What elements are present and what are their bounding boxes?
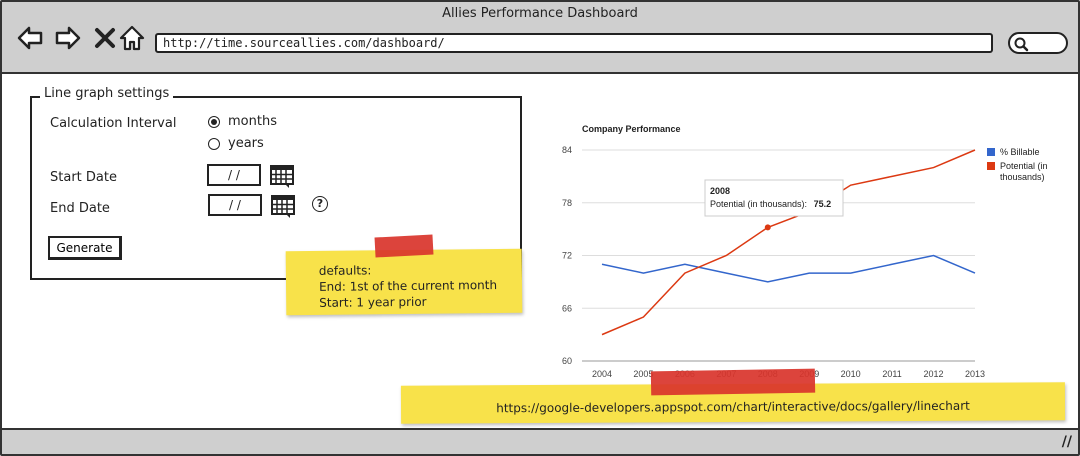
- tooltip-title: 2008: [710, 186, 730, 196]
- tape-strip: [374, 234, 434, 258]
- x-tick-label: 2004: [592, 369, 612, 379]
- chart-tooltip: 2008 Potential (in thousands): 75.2: [704, 179, 844, 217]
- y-tick-label: 72: [562, 251, 572, 261]
- chart-reference-link[interactable]: https://google-developers.appspot.com/ch…: [496, 398, 970, 416]
- defaults-end-text: End: 1st of the current month: [318, 278, 498, 294]
- highlight-point[interactable]: [764, 224, 771, 231]
- defaults-start-text: Start: 1 year prior: [319, 294, 427, 310]
- x-tick-label: 2011: [882, 369, 901, 379]
- start-date-input[interactable]: / /: [207, 164, 261, 186]
- radio-years[interactable]: years: [208, 136, 264, 151]
- end-date-label: End Date: [50, 201, 110, 216]
- back-arrow-icon[interactable]: [16, 24, 44, 52]
- line-graph-settings-panel: [30, 96, 522, 280]
- x-tick-label: 2005: [633, 369, 653, 379]
- tooltip-label: Potential (in thousands):: [710, 199, 807, 209]
- title-bar: Allies Performance Dashboard http://time…: [2, 2, 1078, 74]
- x-tick-label: 2012: [924, 369, 944, 379]
- series-line-0: [601, 254, 976, 283]
- svg-text:Potential (in thousands):: Potential (in thousands): 75.2: [710, 199, 831, 209]
- resize-grip-icon[interactable]: //: [1061, 434, 1072, 450]
- calendar-icon[interactable]: [270, 164, 294, 188]
- defaults-sticky-note: defaults: End: 1st of the current month …: [285, 248, 523, 316]
- chart-title: Company Performance: [582, 124, 681, 134]
- radio-months-label: months: [228, 114, 277, 129]
- forward-arrow-icon[interactable]: [54, 24, 82, 52]
- tape-strip: [650, 368, 816, 396]
- y-tick-label: 60: [562, 356, 572, 366]
- company-performance-chart: Company Performance 60 66 72 78 84 2004 2005 2…: [562, 124, 1048, 379]
- window-title: Allies Performance Dashboard: [442, 6, 638, 21]
- close-icon[interactable]: [91, 24, 119, 52]
- status-bar: //: [2, 428, 1078, 454]
- calculation-interval-label: Calculation Interval: [50, 116, 177, 131]
- start-date-label: Start Date: [50, 170, 117, 185]
- url-input[interactable]: http://time.sourceallies.com/dashboard/: [155, 33, 993, 53]
- series-line-1: [601, 149, 976, 336]
- legend-swatch: [987, 148, 995, 156]
- x-tick-label: 2010: [841, 369, 861, 379]
- generate-button[interactable]: Generate: [48, 236, 122, 260]
- help-icon[interactable]: ?: [312, 196, 328, 212]
- legend-label: Potential (in thousands): [1000, 161, 1048, 182]
- settings-legend: Line graph settings: [40, 86, 174, 101]
- y-tick-label: 78: [562, 198, 572, 208]
- y-tick-label: 66: [562, 303, 572, 313]
- end-date-input[interactable]: / /: [208, 194, 262, 216]
- search-input[interactable]: [1008, 32, 1068, 54]
- calendar-icon[interactable]: [271, 194, 295, 218]
- radio-months-indicator[interactable]: [208, 115, 220, 128]
- search-icon: [1014, 37, 1029, 52]
- home-icon[interactable]: [118, 24, 146, 52]
- radio-years-label: years: [228, 136, 264, 151]
- x-tick-label: 2013: [965, 369, 985, 379]
- legend-swatch: [987, 162, 995, 170]
- y-tick-label: 84: [562, 145, 572, 155]
- legend-label: % Billable: [1000, 147, 1040, 157]
- radio-years-indicator[interactable]: [208, 137, 220, 150]
- radio-months[interactable]: months: [208, 114, 277, 129]
- tooltip-value: 75.2: [814, 199, 832, 209]
